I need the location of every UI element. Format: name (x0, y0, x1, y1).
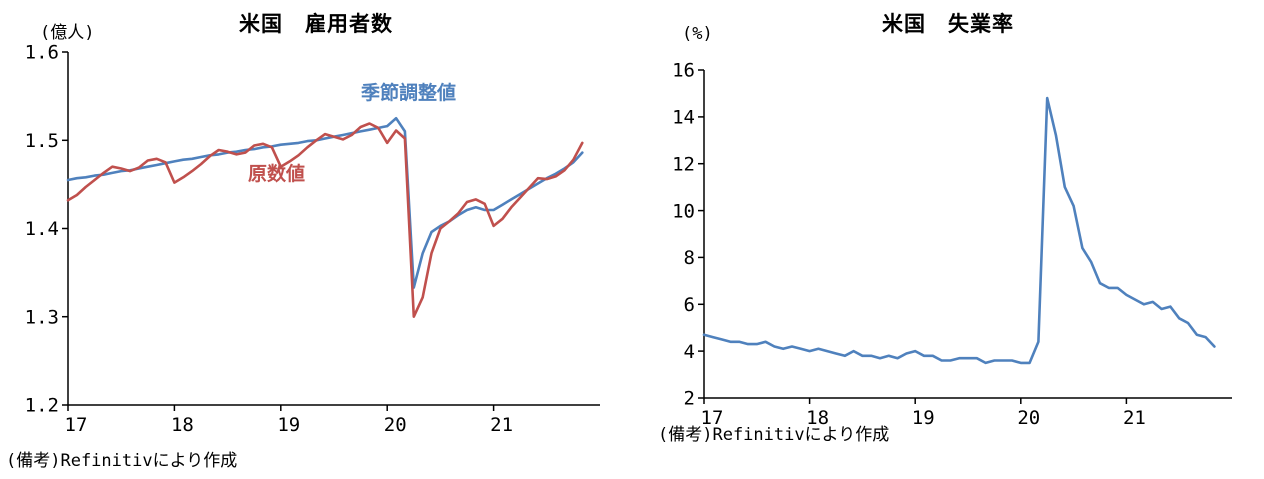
y-tick-label: 16 (672, 60, 695, 82)
x-tick-label: 18 (171, 414, 194, 436)
y-tick-label: 1.5 (25, 130, 59, 152)
y-tick-label: 8 (684, 247, 695, 269)
y-tick-label: 1.6 (25, 42, 59, 64)
employment-chart-panel: 米国 雇用者数 (億人) 1.2 1.3 1.4 1.5 1.6 17 18 19 20 21 季節… (6, 12, 600, 471)
series-unemployment-rate (702, 96, 1216, 365)
x-tick-label: 19 (912, 407, 935, 429)
y-tick-label: 1.2 (25, 395, 59, 417)
y-tick-label: 1.4 (25, 218, 59, 240)
source-note: (備考)Refinitivにより作成 (658, 425, 890, 445)
x-tick-label: 17 (701, 407, 724, 429)
y-axis-unit-label: (%) (682, 24, 713, 44)
x-tick-label: 21 (1123, 407, 1146, 429)
y-tick-label: 10 (672, 200, 695, 222)
y-tick-label: 12 (672, 153, 695, 175)
x-tick-label: 18 (806, 407, 829, 429)
series-seasonally-adjusted (66, 116, 584, 289)
series-raw (66, 122, 584, 319)
y-tick-label: 2 (684, 388, 695, 410)
unemployment-line-chart: 2 4 6 8 10 12 14 16 17 18 19 20 21 (672, 60, 1232, 429)
x-tick-label: 19 (277, 414, 300, 436)
source-note: (備考)Refinitivにより作成 (6, 451, 238, 471)
y-tick-label: 1.3 (25, 306, 59, 328)
y-tick-label: 4 (684, 341, 695, 363)
y-tick-label: 14 (672, 107, 695, 129)
y-axis-unit-label: (億人) (40, 23, 95, 43)
x-tick-label: 21 (490, 414, 513, 436)
series-label: 原数値 (248, 162, 305, 185)
chart-title: 米国 雇用者数 (239, 12, 393, 36)
series-label: 季節調整値 (361, 81, 456, 104)
y-tick-label: 6 (684, 294, 695, 316)
unemployment-chart-panel: 米国 失業率 (%) 2 4 6 8 10 12 14 16 17 18 19 20 21 (備考)Re… (632, 0, 1264, 479)
x-tick-label: 20 (384, 414, 407, 436)
x-tick-label: 20 (1017, 407, 1040, 429)
x-tick-label: 17 (65, 414, 88, 436)
chart-title: 米国 失業率 (882, 12, 1014, 36)
